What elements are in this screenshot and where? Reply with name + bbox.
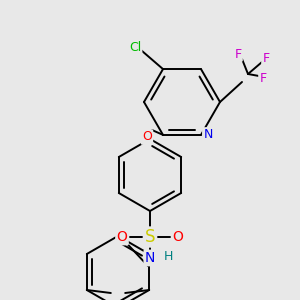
Text: O: O [117, 230, 128, 244]
Text: F: F [262, 52, 270, 64]
Text: H: H [163, 250, 173, 262]
Text: S: S [145, 228, 155, 246]
Text: N: N [145, 251, 155, 265]
Text: F: F [234, 47, 242, 61]
Text: N: N [203, 128, 213, 141]
Text: O: O [172, 230, 183, 244]
Text: O: O [142, 130, 152, 143]
Text: Cl: Cl [129, 40, 141, 54]
Text: F: F [260, 71, 267, 85]
